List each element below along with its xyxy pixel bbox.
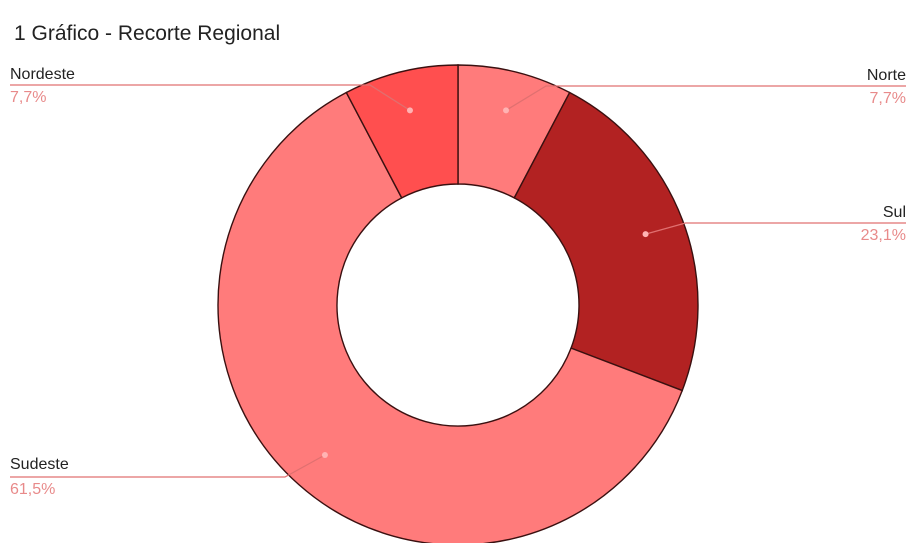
percent-label-nordeste: 7,7%: [10, 89, 46, 106]
slices-group: [217, 64, 699, 543]
slice-sudeste[interactable]: [217, 91, 684, 543]
leader-line-norte: [505, 85, 906, 111]
slice-sul[interactable]: [513, 91, 699, 392]
leader-dot-norte: [503, 107, 510, 114]
leader-line-sul: [645, 222, 906, 235]
leader-dot-sul: [642, 231, 649, 238]
leader-line-nordeste: [10, 84, 411, 111]
leader-dot-sudeste: [321, 451, 328, 458]
category-label-nordeste: Nordeste: [10, 66, 75, 83]
category-label-sudeste: Sudeste: [10, 456, 69, 473]
leader-dot-nordeste: [406, 107, 413, 114]
labels-group: Norte 7,7% Sul 23,1% Sudeste 61,5% Nordeste 7,7…: [10, 66, 906, 498]
slice-nordeste[interactable]: [345, 64, 459, 199]
chart-title: 1 Gráfico - Recorte Regional: [14, 22, 280, 45]
leader-line-sudeste: [10, 454, 326, 478]
category-label-norte: Norte: [867, 67, 906, 84]
percent-label-sudeste: 61,5%: [10, 481, 55, 498]
percent-label-sul: 23,1%: [861, 227, 906, 244]
category-label-sul: Sul: [883, 204, 906, 221]
percent-label-norte: 7,7%: [870, 90, 906, 107]
